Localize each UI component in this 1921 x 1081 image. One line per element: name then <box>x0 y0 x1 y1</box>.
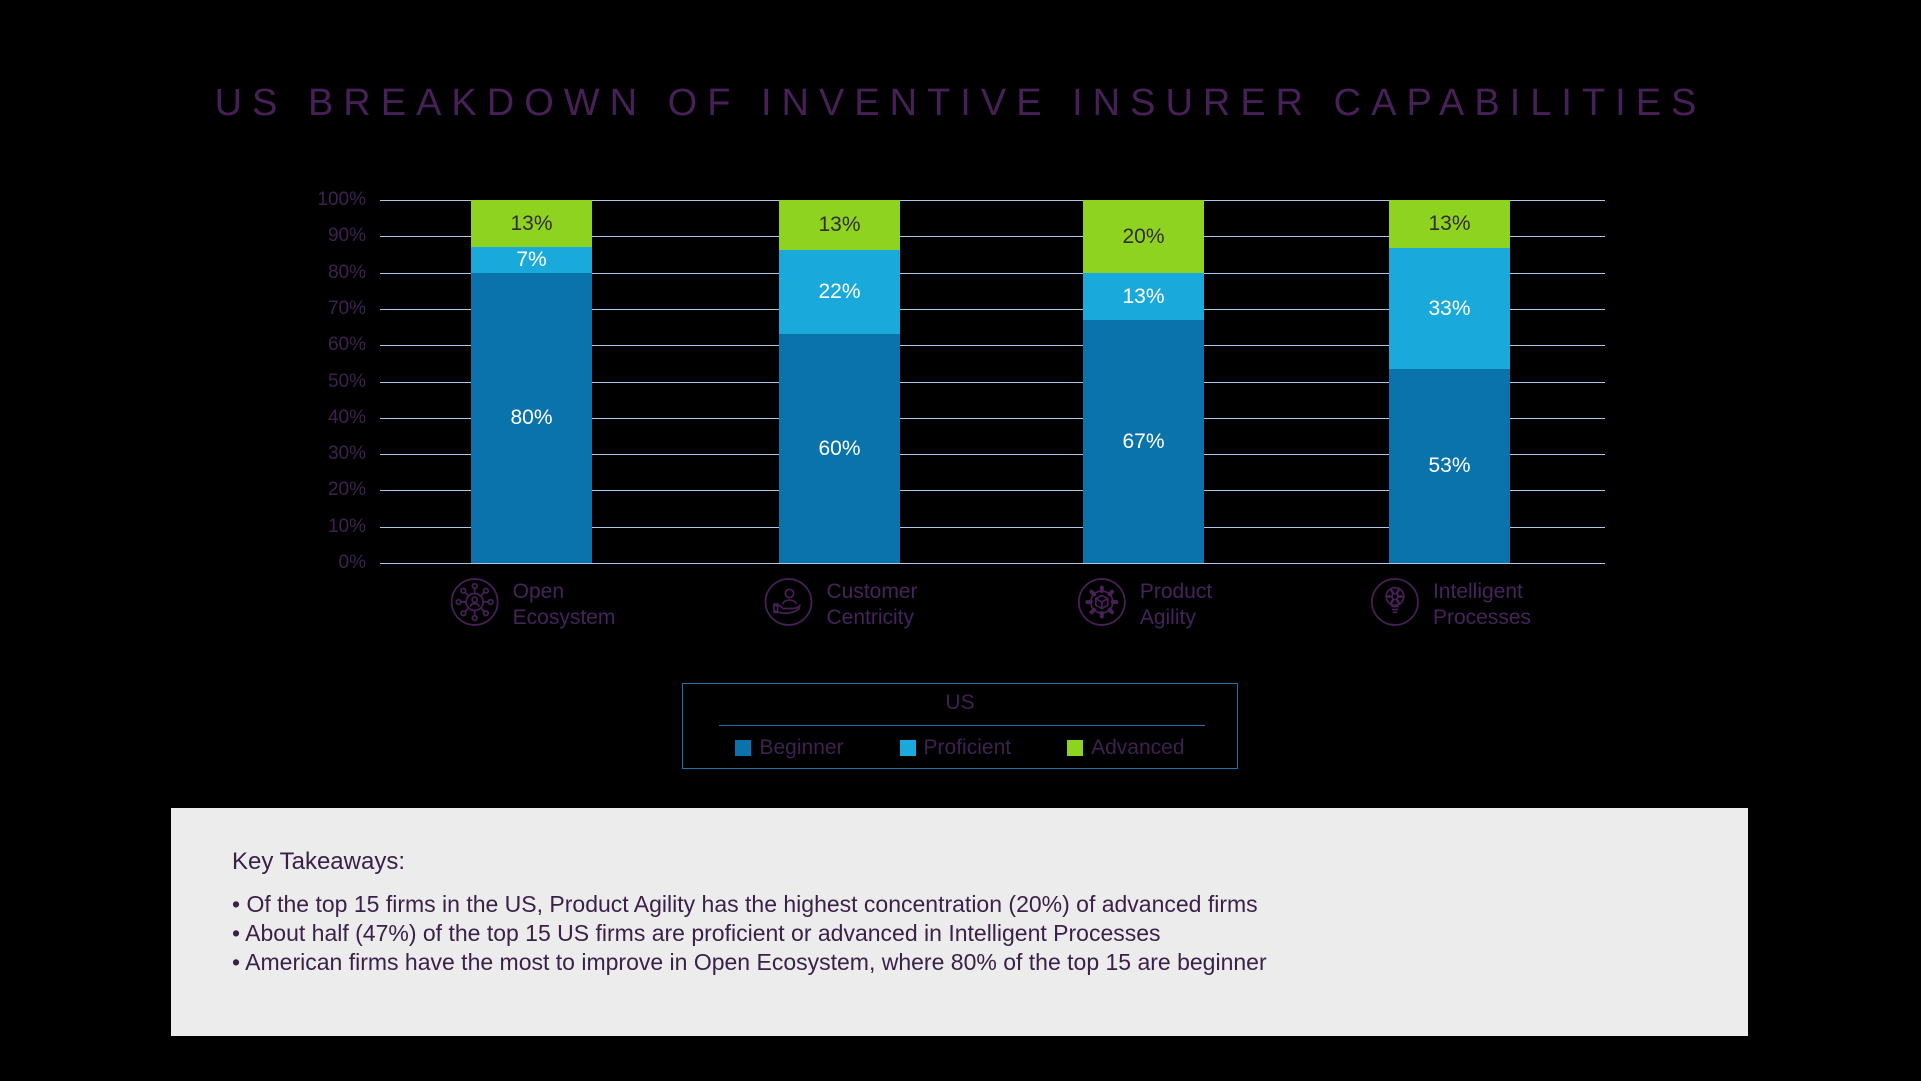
bar-segment-proficient: 7% <box>471 247 592 273</box>
gridline <box>380 381 1605 383</box>
legend-item-advanced: Advanced <box>1067 736 1185 760</box>
legend-divider <box>719 725 1205 726</box>
y-axis-tick-label: 40% <box>327 406 366 428</box>
gridline <box>380 200 1605 201</box>
y-axis-tick-label: 20% <box>327 479 366 501</box>
gridline <box>380 454 1605 456</box>
legend-swatch-advanced <box>1067 740 1084 756</box>
takeaway-bullet: • Of the top 15 firms in the US, Product… <box>232 891 1258 917</box>
gridline <box>380 490 1605 492</box>
gridline <box>380 526 1605 528</box>
legend-item-proficient: Proficient <box>899 736 1012 760</box>
bar-value-label: 60% <box>818 436 861 460</box>
gridline <box>380 417 1605 419</box>
bar-segment-advanced: 13% <box>471 200 592 248</box>
category-product-agility: Product Agility <box>1076 576 1212 633</box>
bar-product-agility: 20% 13% 67% <box>1083 200 1204 563</box>
lightbulb-gear-icon <box>1369 576 1421 633</box>
bar-segment-advanced: 13% <box>779 200 900 250</box>
category-label: Product Agility <box>1140 579 1212 631</box>
takeaway-bullet: • American firms have the most to improv… <box>232 949 1267 975</box>
gridline <box>380 345 1605 347</box>
category-label-line: Intelligent <box>1432 579 1523 603</box>
bar-segment-beginner: 60% <box>779 333 900 563</box>
gridline <box>380 308 1605 310</box>
category-label: Open Ecosystem <box>513 579 616 631</box>
category-label-line: Centricity <box>826 605 915 629</box>
category-label-line: Product <box>1139 579 1213 603</box>
bar-value-label: 13% <box>510 212 553 236</box>
chart-title: US BREAKDOWN OF INVENTIVE INSURER CAPABI… <box>214 82 1707 124</box>
category-label-line: Agility <box>1139 605 1196 629</box>
y-axis-tick-label: 50% <box>327 370 366 392</box>
bar-segment-proficient: 13% <box>1083 272 1204 320</box>
bar-value-label: 67% <box>1122 429 1165 453</box>
key-takeaways-panel: Key Takeaways: • Of the top 15 firms in … <box>171 808 1748 1036</box>
y-axis-tick-label: 30% <box>327 443 366 465</box>
bar-value-label: 80% <box>510 406 553 430</box>
gridline <box>380 272 1605 274</box>
gear-cube-icon <box>1076 576 1128 633</box>
category-open-ecosystem: Open Ecosystem <box>449 576 616 633</box>
bar-segment-advanced: 20% <box>1083 200 1204 273</box>
takeaways-bullets: • Of the top 15 firms in the US, Product… <box>232 890 1267 977</box>
legend-label: Proficient <box>923 736 1012 759</box>
legend-group-title: US <box>945 691 975 714</box>
bar-segment-beginner: 80% <box>471 272 592 563</box>
category-label-line: Processes <box>1432 605 1532 629</box>
bar-value-label: 20% <box>1122 224 1165 248</box>
category-customer-centricity: Customer Centricity <box>762 576 918 633</box>
category-label: Intelligent Processes <box>1433 579 1531 631</box>
y-axis-tick-label: 80% <box>327 261 366 283</box>
bar-segment-proficient: 33% <box>1389 247 1510 369</box>
bar-value-label: 13% <box>1122 284 1165 308</box>
bar-value-label: 13% <box>818 213 861 237</box>
y-axis-tick-label: 100% <box>317 189 366 210</box>
bar-segment-advanced: 13% <box>1389 200 1510 248</box>
bar-segment-beginner: 53% <box>1389 368 1510 563</box>
bar-segment-proficient: 22% <box>779 249 900 334</box>
y-axis-tick-label: 90% <box>327 225 366 247</box>
gridline <box>380 563 1605 564</box>
y-axis-tick-label: 0% <box>338 552 366 573</box>
hand-holding-person-icon <box>762 576 814 633</box>
bar-value-label: 22% <box>818 280 861 304</box>
category-label: Customer Centricity <box>826 579 917 631</box>
bar-intelligent-processes: 13% 33% 53% <box>1389 200 1510 563</box>
y-axis-tick-label: 10% <box>327 515 366 537</box>
gridline <box>380 236 1605 238</box>
takeaway-bullet: • About half (47%) of the top 15 US firm… <box>232 920 1161 946</box>
bar-value-label: 13% <box>1428 212 1471 236</box>
category-label-line: Ecosystem <box>512 605 616 629</box>
plot-area: 0% 10% 20% 30% 40% 50% 60% 70% 80% 90% 100% 13% 7% 8… <box>317 189 1605 573</box>
legend-swatch-proficient <box>899 740 916 756</box>
legend-item-beginner: Beginner <box>735 736 844 760</box>
bar-segment-beginner: 67% <box>1083 319 1204 563</box>
legend-label: Advanced <box>1091 736 1185 759</box>
legend: US Beginner Proficient Advanced <box>682 683 1238 769</box>
takeaways-heading: Key Takeaways: <box>232 848 405 875</box>
legend-swatch-beginner <box>735 740 752 756</box>
category-intelligent-processes: Intelligent Processes <box>1369 576 1531 633</box>
y-axis-tick-label: 70% <box>327 297 366 319</box>
bar-value-label: 7% <box>516 248 547 272</box>
category-label-line: Open <box>512 579 565 603</box>
bar-open-ecosystem: 13% 7% 80% <box>471 200 592 563</box>
legend-items: Beginner Proficient Advanced <box>683 736 1237 760</box>
network-nodes-icon <box>449 576 501 633</box>
legend-label: Beginner <box>759 736 844 759</box>
y-axis-tick-label: 60% <box>327 334 366 356</box>
category-label-line: Customer <box>826 579 918 603</box>
bar-customer-centricity: 13% 22% 60% <box>779 200 900 563</box>
bar-value-label: 53% <box>1428 454 1471 478</box>
bar-value-label: 33% <box>1428 296 1471 320</box>
